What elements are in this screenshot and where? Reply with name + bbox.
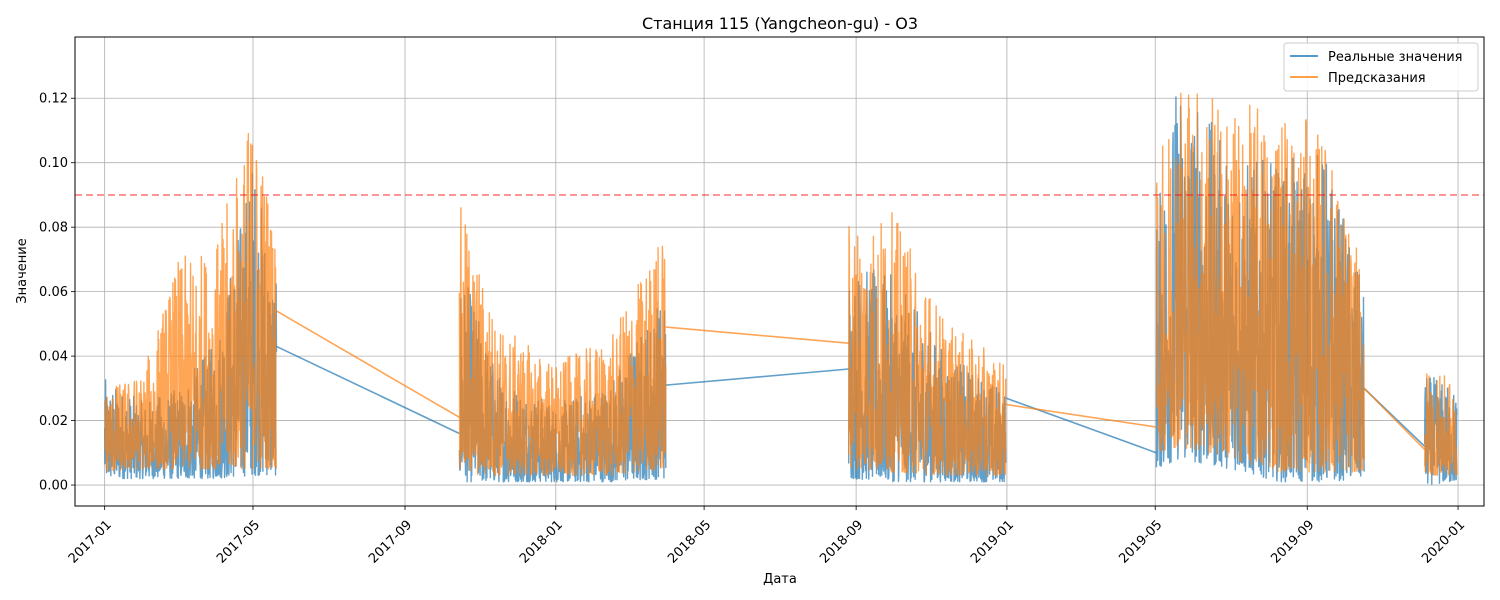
series-gap-line bbox=[276, 310, 460, 419]
series-line-segment bbox=[848, 212, 1007, 477]
y-axis: 0.00 0.02 0.04 0.06 0.08 0.10 0.12 bbox=[39, 92, 75, 494]
legend-box bbox=[1283, 42, 1479, 92]
series-line-segment bbox=[1423, 373, 1458, 477]
chart-title: Станция 115 (Yangcheon-gu) - O3 bbox=[642, 14, 918, 33]
plot-area bbox=[103, 92, 1458, 486]
series-predicted bbox=[103, 92, 1458, 477]
x-axis-label: Дата bbox=[763, 572, 797, 587]
y-axis-label: Значение bbox=[15, 238, 30, 303]
series-line-segment bbox=[458, 207, 667, 477]
series-gap-line bbox=[1363, 387, 1426, 451]
y-tick-label: 0.06 bbox=[39, 285, 68, 300]
legend: Реальные значения Предсказания bbox=[1283, 42, 1479, 92]
y-tick-label: 0.08 bbox=[39, 221, 68, 236]
y-tick-label: 0.10 bbox=[39, 156, 68, 171]
series-gap-line bbox=[1005, 403, 1157, 428]
series-gap-line bbox=[276, 345, 460, 435]
series-line-segment bbox=[1155, 92, 1365, 473]
legend-label-predicted: Предсказания bbox=[1328, 71, 1426, 86]
series-line-segment bbox=[103, 132, 278, 473]
grid bbox=[75, 37, 1484, 506]
series-gap-line bbox=[665, 368, 849, 386]
series-gap-line bbox=[665, 326, 849, 345]
y-tick-label: 0.00 bbox=[39, 479, 68, 494]
plot-frame bbox=[74, 36, 1485, 507]
y-tick-label: 0.02 bbox=[39, 414, 68, 429]
legend-label-real: Реальные значения bbox=[1328, 50, 1463, 65]
series-gap-line bbox=[1005, 397, 1157, 454]
y-tick-label: 0.12 bbox=[39, 92, 68, 107]
y-tick-label: 0.04 bbox=[39, 350, 68, 365]
